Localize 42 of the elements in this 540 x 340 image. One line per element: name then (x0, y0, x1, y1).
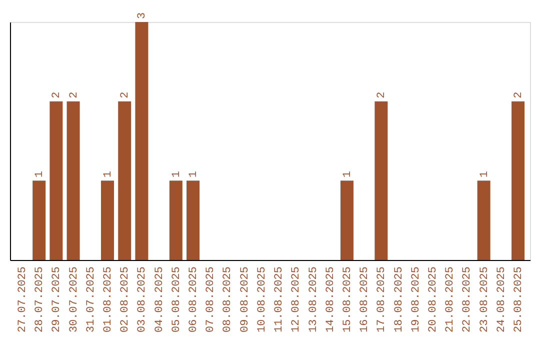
data-label: 1 (34, 170, 46, 178)
x-tick-label: 28.07.2025 (34, 266, 46, 333)
x-tick-label: 16.08.2025 (359, 266, 372, 333)
data-label: 1 (170, 170, 183, 178)
x-tick-label: 13.08.2025 (308, 266, 320, 333)
x-tick-label: 08.08.2025 (222, 266, 234, 333)
x-tick-label: 29.07.2025 (51, 266, 64, 333)
x-tick-label: 24.08.2025 (496, 266, 508, 333)
x-tick-label: 30.07.2025 (68, 266, 80, 333)
x-tick-label: 09.08.2025 (239, 266, 252, 333)
x-tick-label: 11.08.2025 (274, 266, 286, 333)
data-label: 3 (136, 12, 149, 19)
x-tick-label: 01.08.2025 (102, 266, 114, 333)
data-label: 1 (342, 170, 354, 178)
x-tick-label: 21.08.2025 (444, 266, 457, 333)
x-tick-label: 06.08.2025 (188, 266, 200, 333)
x-tick-label: 04.08.2025 (154, 266, 166, 333)
data-label: 1 (478, 170, 491, 178)
data-label: 1 (188, 170, 200, 178)
x-tick-label: 19.08.2025 (410, 266, 422, 333)
data-label: 2 (376, 92, 388, 98)
x-tick-label: 27.07.2025 (16, 266, 29, 333)
data-label: 2 (51, 92, 64, 98)
x-tick-label: 05.08.2025 (170, 266, 183, 333)
data-label: 2 (120, 92, 132, 98)
x-tick-label: 23.08.2025 (478, 266, 491, 333)
data-label: 2 (68, 92, 80, 98)
x-tick-label: 31.07.2025 (85, 266, 98, 333)
x-tick-label: 17.08.2025 (376, 266, 388, 333)
x-tick-label: 12.08.2025 (290, 266, 303, 333)
x-tick-label: 14.08.2025 (324, 266, 337, 333)
x-tick-label: 02.08.2025 (120, 266, 132, 333)
data-label: 2 (513, 92, 526, 98)
x-tick-label: 25.08.2025 (513, 266, 526, 333)
data-label: 1 (102, 170, 114, 178)
x-tick-label: 18.08.2025 (393, 266, 406, 333)
x-tick-label: 22.08.2025 (462, 266, 474, 333)
x-tick-label: 15.08.2025 (342, 266, 354, 333)
x-tick-label: 20.08.2025 (428, 266, 440, 333)
x-tick-label: 07.08.2025 (205, 266, 218, 333)
x-tick-label: 03.08.2025 (136, 266, 149, 333)
x-tick-label: 10.08.2025 (256, 266, 268, 333)
